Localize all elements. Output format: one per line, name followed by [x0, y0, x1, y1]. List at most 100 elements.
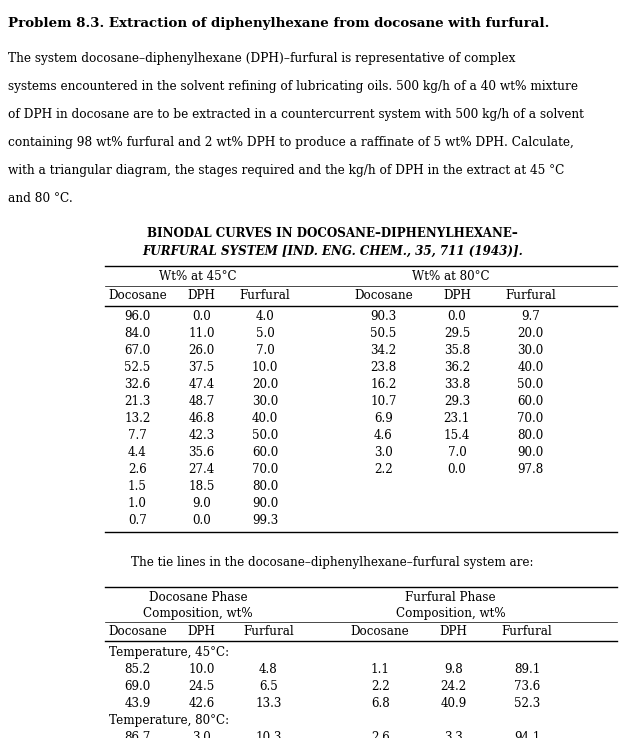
Text: Wt% at 80°C: Wt% at 80°C	[412, 270, 489, 283]
Text: 97.8: 97.8	[517, 463, 544, 476]
Text: Docosane: Docosane	[351, 625, 410, 638]
Text: 15.4: 15.4	[443, 429, 470, 442]
Text: Docosane Phase: Docosane Phase	[149, 591, 247, 604]
Text: 21.3: 21.3	[124, 395, 151, 408]
Text: 3.0: 3.0	[374, 446, 393, 459]
Text: Docosane: Docosane	[108, 625, 167, 638]
Text: 80.0: 80.0	[252, 480, 279, 493]
Text: 18.5: 18.5	[188, 480, 215, 493]
Text: 99.3: 99.3	[252, 514, 279, 527]
Text: 26.0: 26.0	[188, 344, 215, 357]
Text: 11.0: 11.0	[188, 327, 215, 340]
Text: DPH: DPH	[440, 625, 468, 638]
Text: 2.6: 2.6	[128, 463, 147, 476]
Text: 16.2: 16.2	[370, 378, 397, 391]
Text: 10.0: 10.0	[188, 663, 215, 676]
Text: 35.8: 35.8	[443, 344, 470, 357]
Text: Furfural: Furfural	[505, 289, 556, 303]
Text: 86.7: 86.7	[124, 731, 151, 738]
Text: 0.0: 0.0	[192, 310, 211, 323]
Text: 23.8: 23.8	[370, 361, 397, 374]
Text: 90.3: 90.3	[370, 310, 397, 323]
Text: The tie lines in the docosane–diphenylhexane–furfural system are:: The tie lines in the docosane–diphenylhe…	[131, 556, 534, 570]
Text: 13.2: 13.2	[124, 412, 151, 425]
Text: 37.5: 37.5	[188, 361, 215, 374]
Text: Temperature, 80°C:: Temperature, 80°C:	[109, 714, 229, 727]
Text: 7.0: 7.0	[447, 446, 466, 459]
Text: 1.1: 1.1	[371, 663, 390, 676]
Text: 85.2: 85.2	[124, 663, 151, 676]
Text: 29.3: 29.3	[443, 395, 470, 408]
Text: 0.0: 0.0	[192, 514, 211, 527]
Text: 10.0: 10.0	[252, 361, 279, 374]
Text: 9.0: 9.0	[192, 497, 211, 510]
Text: 3.0: 3.0	[192, 731, 211, 738]
Text: 2.6: 2.6	[371, 731, 390, 738]
Text: 50.0: 50.0	[252, 429, 279, 442]
Text: 46.8: 46.8	[188, 412, 215, 425]
Text: of DPH in docosane are to be extracted in a countercurrent system with 500 kg/h : of DPH in docosane are to be extracted i…	[8, 108, 583, 121]
Text: BINODAL CURVES IN DOCOSANE–DIPHENYLHEXANE–: BINODAL CURVES IN DOCOSANE–DIPHENYLHEXAN…	[147, 227, 518, 240]
Text: 9.8: 9.8	[444, 663, 463, 676]
Text: 42.3: 42.3	[188, 429, 215, 442]
Text: Furfural: Furfural	[240, 289, 291, 303]
Text: 94.1: 94.1	[514, 731, 541, 738]
Text: 6.5: 6.5	[259, 680, 278, 693]
Text: Temperature, 45°C:: Temperature, 45°C:	[109, 646, 229, 659]
Text: Furfural Phase: Furfural Phase	[405, 591, 496, 604]
Text: 40.0: 40.0	[517, 361, 544, 374]
Text: DPH: DPH	[187, 625, 215, 638]
Text: Docosane: Docosane	[108, 289, 167, 303]
Text: 90.0: 90.0	[252, 497, 279, 510]
Text: 0.7: 0.7	[128, 514, 147, 527]
Text: 90.0: 90.0	[517, 446, 544, 459]
Text: DPH: DPH	[443, 289, 471, 303]
Text: 30.0: 30.0	[252, 395, 279, 408]
Text: Docosane: Docosane	[354, 289, 413, 303]
Text: 5.0: 5.0	[256, 327, 275, 340]
Text: 24.2: 24.2	[440, 680, 467, 693]
Text: containing 98 wt% furfural and 2 wt% DPH to produce a raffinate of 5 wt% DPH. Ca: containing 98 wt% furfural and 2 wt% DPH…	[8, 136, 574, 149]
Text: 9.7: 9.7	[521, 310, 540, 323]
Text: 69.0: 69.0	[124, 680, 151, 693]
Text: 10.7: 10.7	[370, 395, 397, 408]
Text: 3.3: 3.3	[444, 731, 463, 738]
Text: 80.0: 80.0	[517, 429, 544, 442]
Text: 32.6: 32.6	[124, 378, 151, 391]
Text: 36.2: 36.2	[443, 361, 470, 374]
Text: 2.2: 2.2	[374, 463, 393, 476]
Text: 34.2: 34.2	[370, 344, 397, 357]
Text: 42.6: 42.6	[188, 697, 215, 710]
Text: 1.5: 1.5	[128, 480, 147, 493]
Text: 1.0: 1.0	[128, 497, 147, 510]
Text: 67.0: 67.0	[124, 344, 151, 357]
Text: 70.0: 70.0	[252, 463, 279, 476]
Text: 0.0: 0.0	[447, 463, 466, 476]
Text: 70.0: 70.0	[517, 412, 544, 425]
Text: 7.7: 7.7	[128, 429, 147, 442]
Text: 50.5: 50.5	[370, 327, 397, 340]
Text: 20.0: 20.0	[252, 378, 279, 391]
Text: 52.3: 52.3	[514, 697, 541, 710]
Text: 6.9: 6.9	[374, 412, 393, 425]
Text: 47.4: 47.4	[188, 378, 215, 391]
Text: Wt% at 45°C: Wt% at 45°C	[159, 270, 237, 283]
Text: Furfural: Furfural	[243, 625, 294, 638]
Text: 29.5: 29.5	[443, 327, 470, 340]
Text: 60.0: 60.0	[517, 395, 544, 408]
Text: FURFURAL SYSTEM [​IND. ENG. CHEM., 35, 711 (1943)].: FURFURAL SYSTEM [​IND. ENG. CHEM., 35, 7…	[142, 245, 523, 258]
Text: 2.2: 2.2	[371, 680, 390, 693]
Text: 96.0: 96.0	[124, 310, 151, 323]
Text: systems encountered in the solvent refining of lubricating oils. 500 kg/h of a 4: systems encountered in the solvent refin…	[8, 80, 578, 93]
Text: 30.0: 30.0	[517, 344, 544, 357]
Text: 43.9: 43.9	[124, 697, 151, 710]
Text: 40.9: 40.9	[440, 697, 467, 710]
Text: 27.4: 27.4	[188, 463, 215, 476]
Text: 73.6: 73.6	[514, 680, 541, 693]
Text: 10.3: 10.3	[255, 731, 282, 738]
Text: 13.3: 13.3	[255, 697, 282, 710]
Text: 48.7: 48.7	[188, 395, 215, 408]
Text: 4.4: 4.4	[128, 446, 147, 459]
Text: 50.0: 50.0	[517, 378, 544, 391]
Text: 40.0: 40.0	[252, 412, 279, 425]
